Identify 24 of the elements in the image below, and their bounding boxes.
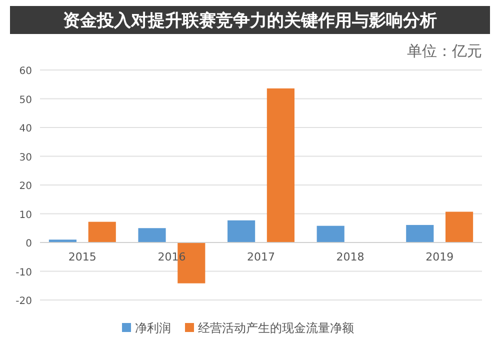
- x-tick-label: 2017: [247, 250, 275, 264]
- y-tick-label: -10: [16, 267, 32, 278]
- x-tick-label: 2018: [336, 250, 364, 264]
- bar: [138, 228, 166, 242]
- bar: [406, 224, 434, 242]
- x-tick-label: 2015: [68, 250, 96, 264]
- legend-label: 经营活动产生的现金流量净额: [198, 321, 354, 335]
- bar: [445, 212, 474, 242]
- bar: [228, 220, 256, 242]
- bar: [316, 226, 344, 242]
- y-tick-label: 50: [19, 94, 32, 106]
- bar: [88, 222, 116, 242]
- x-tick-label: 2019: [426, 250, 454, 264]
- y-tick-label: 30: [19, 152, 32, 164]
- bar: [266, 88, 294, 242]
- y-tick-label: -20: [16, 296, 32, 307]
- legend-label: 净利润: [135, 321, 171, 335]
- text: 单位：亿元: [407, 42, 482, 60]
- y-tick-label: 10: [19, 210, 32, 221]
- y-tick-label: 0: [26, 238, 32, 250]
- y-tick-label: 20: [19, 181, 32, 192]
- chart-title: 资金投入对提升联赛竞争力的关键作用与影响分析: [63, 11, 437, 31]
- y-tick-label: 60: [19, 66, 32, 77]
- y-tick-label: 40: [19, 124, 32, 134]
